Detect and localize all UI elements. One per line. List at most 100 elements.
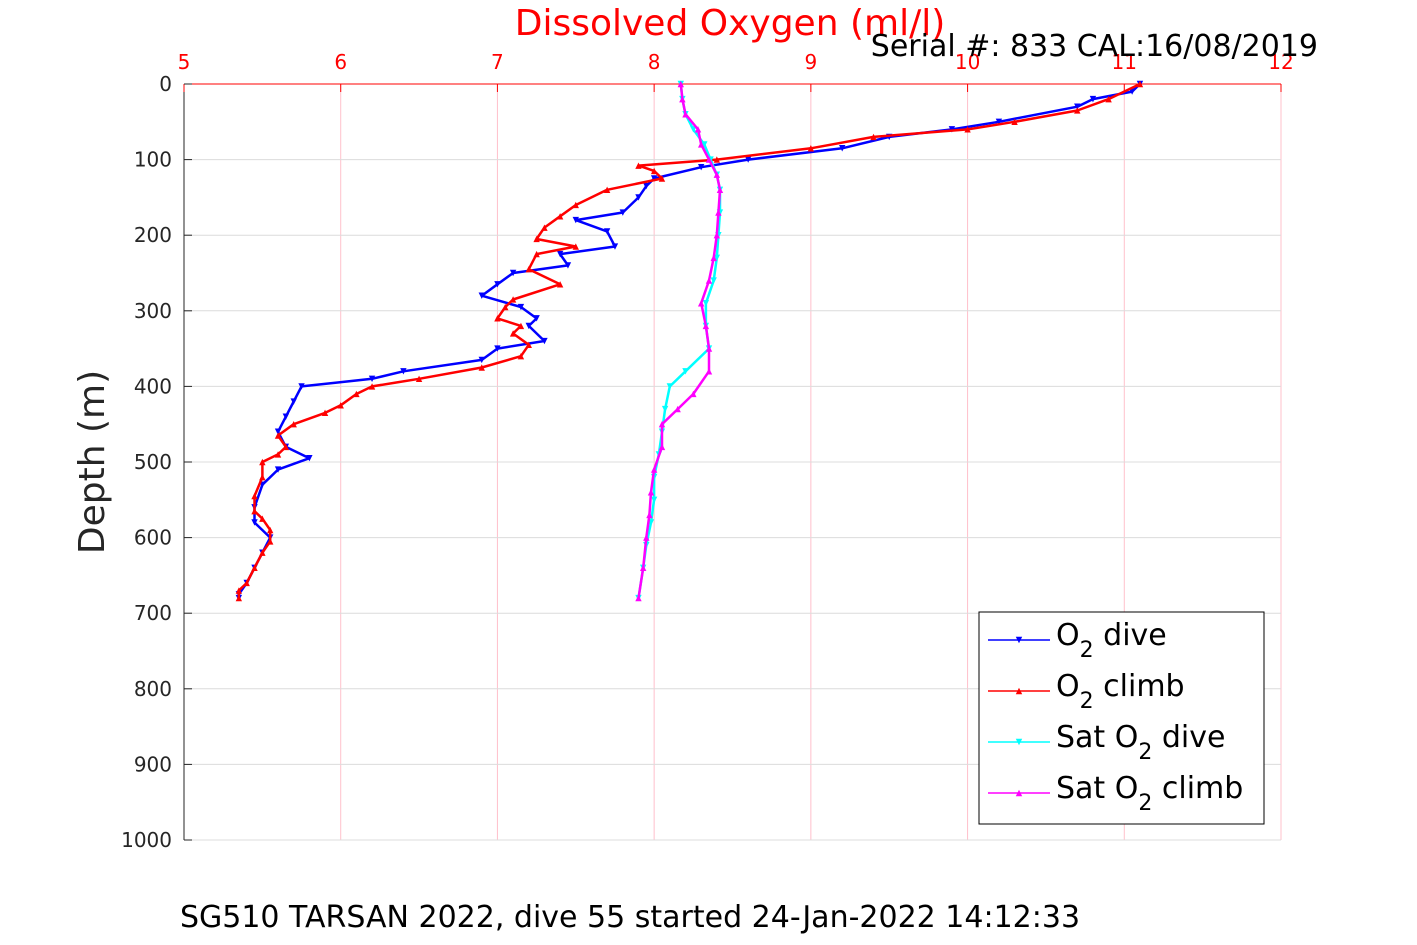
data-point-sat_o2_dive <box>713 254 721 262</box>
data-point-o2_climb <box>274 451 282 458</box>
data-point-o2_dive <box>697 163 705 171</box>
data-point-o2_climb <box>572 243 579 250</box>
data-point-sat_o2_climb <box>682 111 689 118</box>
serial-calibration-label: Serial #: 833 CAL:16/08/2019 <box>871 29 1318 64</box>
y-tick-label: 700 <box>134 601 172 625</box>
legend-marker-o2_climb <box>1015 687 1023 695</box>
data-point-o2_climb <box>502 303 509 311</box>
data-point-o2_dive <box>494 345 501 352</box>
y-tick-label: 900 <box>134 752 172 776</box>
data-point-o2_climb <box>870 133 877 141</box>
data-point-o2_climb <box>556 281 564 288</box>
data-point-o2_climb <box>235 594 243 602</box>
data-point-sat_o2_climb <box>674 405 681 413</box>
x-axis-ticks: 5 6 7 8 9 10 11 12 <box>178 50 1294 92</box>
data-point-o2_dive <box>494 281 501 288</box>
data-point-sat_o2_dive <box>690 126 697 133</box>
data-point-o2_climb <box>525 341 532 349</box>
data-point-o2_climb <box>807 145 815 152</box>
series-lines <box>235 80 1144 602</box>
data-point-o2_dive <box>650 175 658 182</box>
data-point-o2_climb <box>266 538 274 545</box>
data-point-o2_climb <box>415 375 423 383</box>
data-point-o2_climb <box>509 330 517 337</box>
data-point-sat_o2_dive <box>650 496 658 503</box>
legend-marker-o2_dive <box>1015 636 1023 644</box>
x-tick-label: 10 <box>955 50 980 74</box>
legend-label-sat_o2_climb: Sat O2 climb <box>1056 771 1243 816</box>
y-axis-ticks: 0 100 200 300 400 500 600 700 800 900 1000 <box>121 72 192 852</box>
data-point-o2_dive <box>1074 103 1081 110</box>
y-axis-label: Depth (m) <box>72 370 113 554</box>
data-point-sat_o2_climb <box>710 254 717 262</box>
data-point-o2_climb <box>282 443 290 451</box>
data-point-o2_climb <box>541 224 548 231</box>
data-point-o2_climb <box>251 507 258 515</box>
data-point-o2_climb <box>533 235 540 243</box>
data-point-o2_climb <box>259 549 266 556</box>
data-point-o2_dive <box>541 337 548 345</box>
data-point-o2_climb <box>556 213 564 220</box>
data-point-o2_dive <box>564 262 572 269</box>
y-tick-label: 0 <box>159 72 172 96</box>
data-point-o2_climb <box>517 322 525 330</box>
data-point-o2_climb <box>290 421 297 428</box>
data-point-o2_dive <box>619 209 626 216</box>
data-point-o2_dive <box>603 228 611 235</box>
legend-label-main: Sat O <box>1056 720 1138 755</box>
data-point-o2_climb <box>509 296 517 303</box>
data-point-sat_o2_climb <box>643 534 650 541</box>
data-point-o2_climb <box>251 492 258 500</box>
legend-label-o2_climb: O2 climb <box>1056 669 1185 714</box>
data-point-sat_o2_climb <box>677 80 684 88</box>
data-point-o2_dive <box>1128 88 1136 95</box>
y-tick-label: 100 <box>134 148 172 172</box>
data-point-o2_dive <box>478 292 485 299</box>
data-point-o2_climb <box>603 186 611 194</box>
x-tick-label: 12 <box>1268 50 1293 74</box>
x-tick-label: 6 <box>334 50 347 74</box>
data-point-o2_climb <box>259 458 266 466</box>
data-point-o2_dive <box>635 194 642 201</box>
legend-label-subscript: 2 <box>1080 689 1094 714</box>
data-point-o2_climb <box>368 383 376 390</box>
data-point-sat_o2_climb <box>697 300 705 307</box>
y-tick-label: 1000 <box>121 828 172 852</box>
y-tick-label: 600 <box>134 526 172 550</box>
data-point-o2_dive <box>556 250 564 258</box>
legend-box <box>978 611 1265 825</box>
data-point-o2_climb <box>321 409 329 417</box>
data-point-o2_dive <box>478 356 485 364</box>
data-point-sat_o2_climb <box>702 322 710 330</box>
data-point-o2_dive <box>517 303 525 311</box>
data-point-o2_dive <box>509 269 517 277</box>
data-point-o2_dive <box>251 519 258 526</box>
data-point-o2_climb <box>650 167 658 175</box>
data-point-o2_dive <box>274 466 282 473</box>
data-point-sat_o2_dive <box>661 405 669 413</box>
legend-label-suffix: dive <box>1152 720 1225 755</box>
data-point-o2_climb <box>635 162 642 169</box>
series-line-o2_dive <box>237 83 1141 599</box>
y-tick-label: 300 <box>134 299 172 323</box>
x-tick-label: 11 <box>1112 50 1137 74</box>
y-tick-label: 500 <box>134 450 172 474</box>
legend-label-sat_o2_dive: Sat O2 dive <box>1056 720 1225 765</box>
data-point-o2_dive <box>572 216 579 224</box>
data-point-sat_o2_climb <box>679 95 686 103</box>
data-point-sat_o2_dive <box>682 368 689 375</box>
data-point-o2_dive <box>274 428 282 435</box>
data-point-sat_o2_climb <box>690 390 697 398</box>
data-point-sat_o2_climb <box>705 277 713 284</box>
data-point-o2_climb <box>525 266 532 273</box>
data-point-o2_climb <box>259 473 266 481</box>
data-point-sat_o2_climb <box>705 156 713 163</box>
y-tick-label: 800 <box>134 677 172 701</box>
data-point-sat_o2_climb <box>658 443 666 451</box>
data-point-o2_climb <box>1136 80 1144 88</box>
data-point-sat_o2_climb <box>647 489 655 496</box>
data-point-o2_climb <box>1074 107 1081 114</box>
data-point-o2_dive <box>306 455 313 462</box>
x-tick-label: 7 <box>491 50 504 74</box>
